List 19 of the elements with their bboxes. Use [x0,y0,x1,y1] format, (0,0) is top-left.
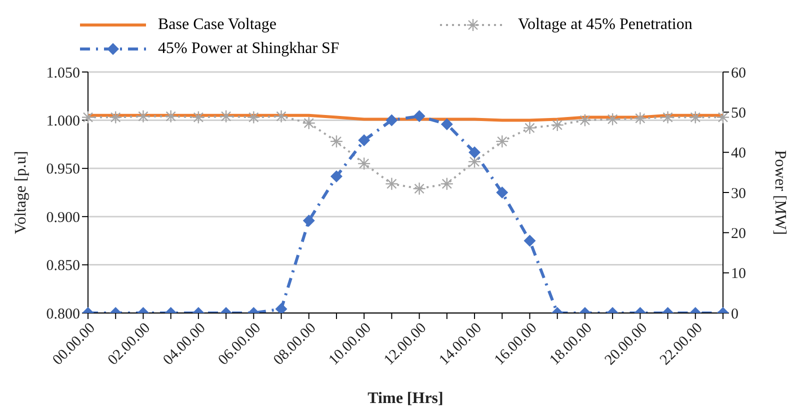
legend-label: Base Case Voltage [158,16,276,34]
y2-tick-label: 30 [731,186,746,202]
y2-tick-label: 10 [731,266,746,282]
y2-tick-label: 20 [731,226,746,242]
y-tick-label: 1.000 [46,114,80,130]
legend-label: 45% Power at Shingkhar SF [158,40,340,58]
y2-tick-label: 60 [731,65,746,82]
x-axis-title: Time [Hrs] [368,390,444,407]
y2-tick-label: 0 [731,306,738,322]
y-tick-label: 1.050 [46,65,80,82]
y-axis-title: Voltage [p.u] [12,150,30,234]
y2-tick-label: 50 [731,105,746,122]
y-tick-label: 0.900 [46,210,80,226]
y-tick-label: 0.800 [46,306,80,322]
y-tick-label: 0.950 [46,162,80,178]
legend-label: Voltage at 45% Penetration [518,16,692,34]
y2-axis-title: Power [MW] [771,150,788,235]
y-tick-label: 0.850 [46,258,80,274]
y2-tick-label: 40 [731,146,746,162]
